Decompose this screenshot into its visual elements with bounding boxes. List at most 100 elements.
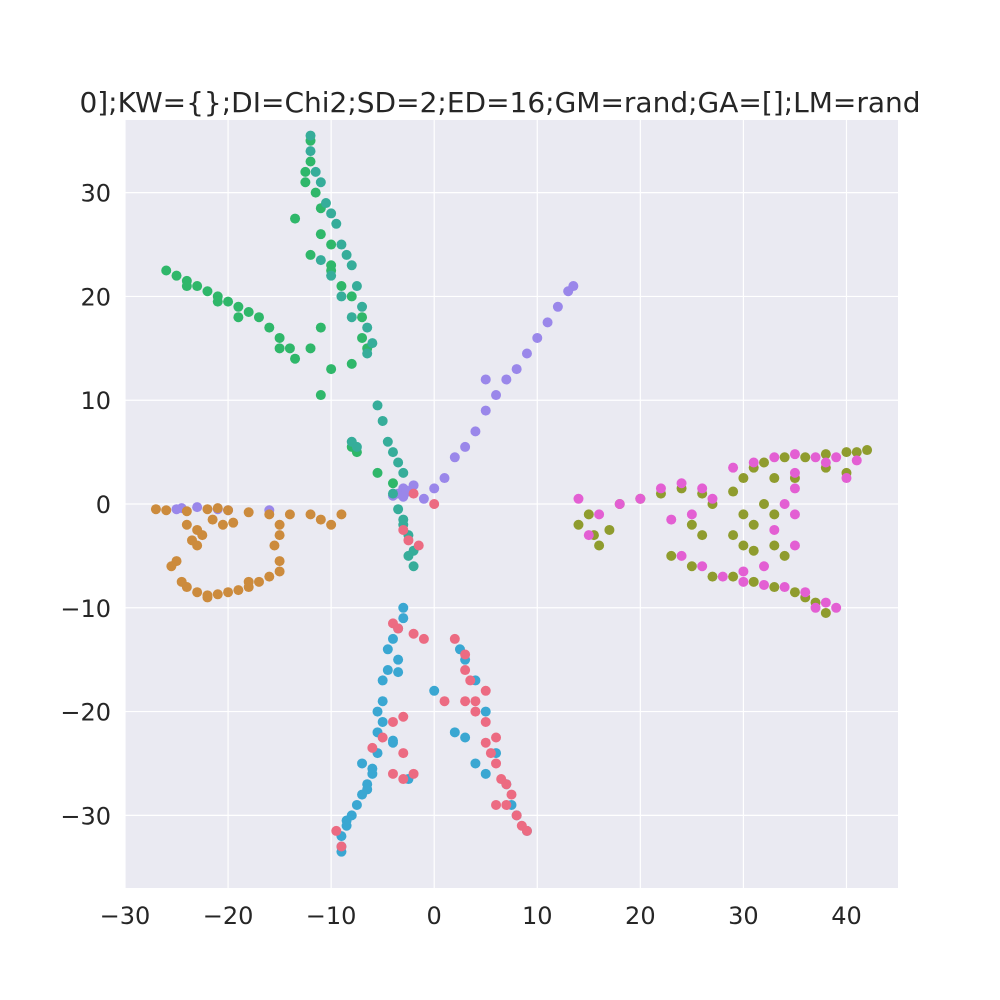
- data-point: [382, 665, 393, 676]
- data-point: [748, 545, 759, 556]
- data-point: [351, 441, 362, 452]
- data-point: [372, 467, 383, 478]
- data-point: [789, 483, 800, 494]
- data-point: [367, 768, 378, 779]
- data-point: [357, 312, 368, 323]
- data-point: [738, 540, 749, 551]
- data-point: [326, 239, 337, 250]
- data-point: [243, 576, 254, 587]
- data-point: [573, 493, 584, 504]
- x-tick-label: −10: [306, 902, 357, 930]
- data-point: [465, 675, 476, 686]
- data-point: [202, 590, 213, 601]
- data-point: [485, 748, 496, 759]
- data-point: [851, 455, 862, 466]
- data-point: [480, 374, 491, 385]
- data-point: [738, 509, 749, 520]
- data-point: [759, 499, 770, 509]
- data-point: [789, 540, 800, 551]
- data-point: [181, 281, 192, 292]
- data-point: [264, 322, 275, 333]
- data-point: [439, 696, 450, 707]
- data-point: [326, 208, 337, 219]
- y-tick-label: −20: [60, 699, 111, 727]
- x-tick-label: −20: [203, 902, 254, 930]
- data-point: [305, 343, 316, 354]
- data-point: [480, 716, 491, 727]
- data-point: [413, 540, 424, 551]
- data-point: [243, 507, 254, 518]
- data-point: [310, 187, 321, 198]
- data-point: [521, 348, 532, 359]
- data-point: [202, 286, 213, 297]
- data-point: [387, 633, 398, 644]
- data-point: [326, 519, 337, 530]
- y-tick-label: 10: [80, 387, 111, 415]
- data-point: [331, 825, 342, 836]
- data-point: [393, 457, 404, 468]
- data-point: [341, 249, 352, 260]
- data-point: [377, 732, 388, 743]
- data-point: [779, 582, 790, 593]
- data-point: [769, 524, 780, 535]
- data-point: [336, 239, 347, 250]
- data-point: [552, 301, 563, 312]
- data-point: [223, 296, 234, 307]
- data-point: [408, 488, 419, 499]
- data-point: [274, 332, 285, 343]
- data-point: [820, 457, 831, 468]
- data-point: [377, 675, 388, 686]
- data-point: [336, 841, 347, 852]
- data-point: [377, 716, 388, 727]
- data-point: [207, 514, 218, 525]
- data-point: [460, 665, 471, 676]
- data-point: [738, 473, 749, 484]
- x-tick-label: 30: [728, 902, 759, 930]
- data-point: [820, 449, 831, 460]
- data-point: [346, 260, 357, 271]
- data-point: [449, 633, 460, 644]
- data-point: [532, 332, 543, 343]
- data-point: [686, 561, 697, 572]
- data-point: [460, 441, 471, 452]
- y-tick-label: −30: [60, 802, 111, 830]
- data-point: [851, 447, 862, 458]
- data-point: [284, 343, 295, 354]
- data-point: [697, 483, 708, 494]
- y-tick-label: 30: [80, 180, 111, 208]
- data-point: [480, 737, 491, 748]
- data-point: [810, 452, 821, 463]
- data-point: [789, 467, 800, 478]
- data-point: [181, 506, 192, 517]
- data-point: [480, 405, 491, 416]
- data-point: [181, 519, 192, 530]
- data-point: [387, 478, 398, 489]
- data-point: [351, 799, 362, 810]
- data-point: [243, 307, 254, 317]
- data-point: [769, 473, 780, 484]
- data-point: [408, 628, 419, 639]
- data-point: [274, 530, 285, 541]
- data-point: [326, 270, 337, 281]
- x-tick-label: 20: [625, 902, 656, 930]
- series-1: [161, 135, 398, 489]
- data-point: [470, 706, 481, 717]
- data-point: [367, 742, 378, 753]
- data-point: [789, 449, 800, 460]
- data-point: [351, 281, 362, 292]
- data-point: [305, 156, 316, 167]
- data-point: [326, 364, 337, 375]
- data-point: [614, 499, 625, 509]
- data-point: [418, 493, 429, 504]
- data-point: [779, 452, 790, 463]
- data-point: [315, 514, 326, 525]
- data-point: [161, 505, 172, 516]
- data-point: [150, 504, 161, 515]
- data-point: [506, 789, 517, 800]
- data-point: [315, 177, 326, 188]
- data-point: [398, 711, 409, 722]
- data-point: [501, 374, 512, 385]
- data-point: [372, 706, 383, 717]
- x-tick-label: −30: [100, 902, 151, 930]
